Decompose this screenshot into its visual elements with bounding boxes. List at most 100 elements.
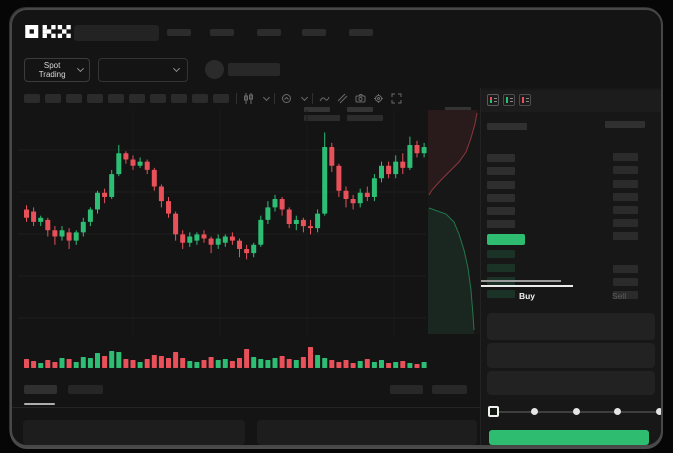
coin-avatar [205,60,224,79]
buy-submit-button[interactable] [489,430,649,445]
bottom-tab-active[interactable] [24,385,57,394]
market-type-dropdown[interactable]: Spot Trading [24,58,90,82]
orderbook-row-value[interactable] [613,265,638,273]
candle [173,213,179,235]
orderbook-row-value[interactable] [613,291,638,299]
timeframe-button[interactable] [192,94,208,103]
pair-bar: Spot Trading [12,54,661,121]
scrollbar[interactable] [481,280,561,282]
candle [293,219,299,224]
timeframe-button[interactable] [24,94,40,103]
chart-toolbar [12,90,480,110]
candle [379,165,384,179]
slider-stop[interactable] [572,408,580,415]
fullscreen-icon[interactable] [390,92,403,105]
tab-buy[interactable]: Buy [518,291,536,301]
app-window: Spot Trading [10,8,663,447]
depth-overlay [428,110,480,334]
bid-row[interactable] [487,290,515,298]
candle [222,236,228,243]
timeframe-button[interactable] [45,94,61,103]
orderbook-modes [481,90,661,112]
orderbook-row-value[interactable] [613,193,638,201]
timeframe-button[interactable] [108,94,124,103]
slider-stop[interactable] [655,408,661,415]
orderbook-row-value[interactable] [613,278,638,286]
candle [350,199,356,204]
chevron-down-icon[interactable] [298,92,311,105]
book-bids-icon[interactable] [503,94,515,106]
chevron-down-icon [77,65,85,72]
search-input[interactable] [74,25,159,41]
candle-style-icon[interactable] [242,92,255,105]
bid-row[interactable] [487,250,515,258]
orderbook-row-value[interactable] [613,180,638,188]
ask-row[interactable] [487,181,515,189]
price-input[interactable] [487,313,655,340]
slider-stop[interactable] [614,408,621,415]
market-type-label: Spot Trading [38,61,66,79]
candle [38,217,44,222]
bottom-action-button[interactable] [390,385,423,394]
nav-item[interactable] [302,29,326,36]
ask-row[interactable] [487,167,515,175]
orderbook-row-value[interactable] [613,219,638,227]
candle [308,226,313,229]
settings-icon[interactable] [372,92,385,105]
okx-logo [25,25,71,38]
timeframe-button[interactable] [150,94,166,103]
tab-sell[interactable]: Sell [611,291,627,301]
ask-row[interactable] [487,207,515,215]
last-price-bar[interactable] [487,234,525,245]
top-nav [12,10,661,54]
orderbook-row-value[interactable] [613,232,638,240]
candle [229,236,235,241]
slider-stop[interactable] [531,408,538,415]
timeframe-button[interactable] [171,94,187,103]
timeframe-button[interactable] [129,94,145,103]
chevron-down-icon[interactable] [260,92,273,105]
amount-slider[interactable] [481,404,661,420]
candle [357,192,363,204]
nav-item[interactable] [349,29,373,36]
right-panel: Buy Sell [480,88,661,445]
ask-row[interactable] [487,194,515,202]
amount-input[interactable] [487,343,655,368]
candle [116,153,122,175]
ticker-stat [304,107,344,123]
orderbook-row-value[interactable] [613,206,638,214]
ask-row[interactable] [487,154,515,162]
bottom-action-button[interactable] [432,385,467,394]
book-asks-bids-icon[interactable] [487,94,499,106]
nav-item[interactable] [257,29,281,36]
orderbook [481,114,661,299]
candle [87,209,93,222]
candle [166,201,171,214]
orderbook-row-value[interactable] [613,166,638,174]
orderbook-col-header [487,123,527,130]
candle [144,161,150,170]
candle [102,192,108,197]
timeframe-button[interactable] [66,94,82,103]
total-input[interactable] [487,371,655,395]
book-asks-icon[interactable] [519,94,531,106]
bottom-tab[interactable] [68,385,103,394]
candle [24,209,29,218]
parallel-lines-icon[interactable] [336,92,349,105]
timeframe-button[interactable] [213,94,229,103]
candlestick-chart[interactable] [18,110,480,337]
nav-item[interactable] [167,29,191,36]
nav-item[interactable] [210,29,234,36]
indicators-icon[interactable] [280,92,293,105]
candle [180,234,186,243]
slider-handle[interactable] [487,406,499,417]
orderbook-row-value[interactable] [613,153,638,161]
candle [371,178,377,197]
ask-row[interactable] [487,220,515,228]
camera-icon[interactable] [354,92,367,105]
candle [336,165,342,191]
trend-line-icon[interactable] [318,92,331,105]
bid-row[interactable] [487,264,515,272]
timeframe-button[interactable] [87,94,103,103]
pair-dropdown[interactable] [98,58,188,82]
